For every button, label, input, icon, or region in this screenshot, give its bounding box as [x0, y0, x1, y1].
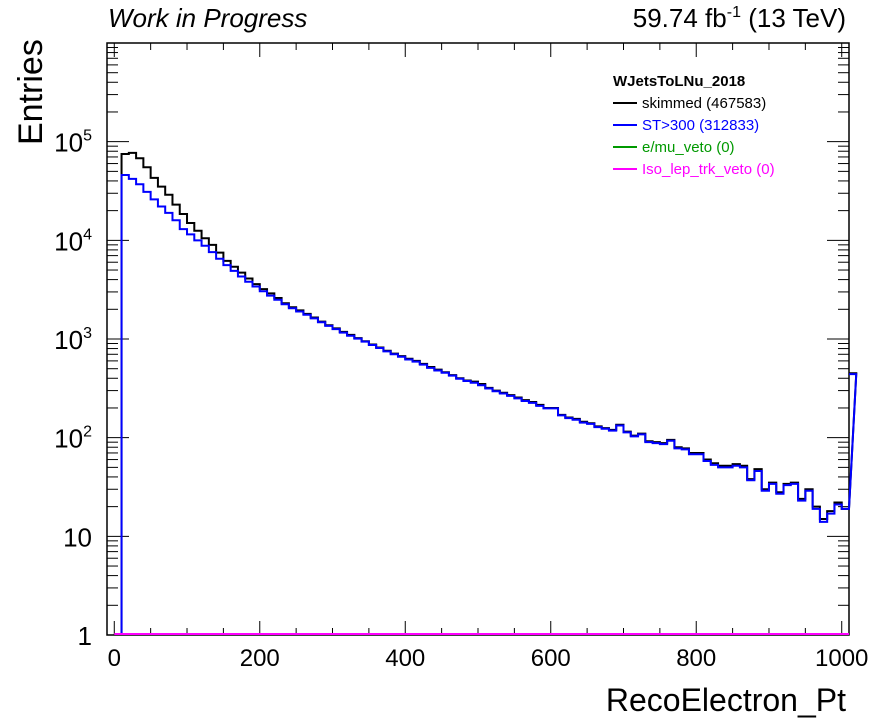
y-tick-base: 10	[54, 128, 83, 158]
x-tick-label: 1000	[815, 645, 868, 672]
y-tick-label: 105	[54, 128, 92, 158]
y-tick-base: 1	[78, 621, 92, 651]
x-tick-label: 800	[676, 645, 716, 672]
y-tick-label: 10	[63, 522, 92, 552]
luminosity-label: 59.74 fb-1 (13 TeV)	[633, 3, 846, 33]
x-tick-label: 600	[531, 645, 571, 672]
work-in-progress-label: Work in Progress	[108, 3, 307, 33]
y-tick-label: 103	[54, 325, 92, 355]
legend: WJetsToLNu_2018 skimmed (467583) ST>300 (…	[613, 73, 775, 178]
legend-entry: ST>300 (312833)	[642, 117, 759, 134]
series-line-st-300-312833-	[120, 173, 858, 635]
y-tick-base: 10	[63, 522, 92, 552]
x-axis-label: RecoElectron_Pt	[606, 682, 846, 718]
y-tick-exponent: 3	[83, 325, 92, 342]
y-tick-base: 10	[54, 325, 83, 355]
histogram-series	[114, 151, 858, 635]
energy-label: (13 TeV)	[741, 3, 846, 33]
legend-entry: Iso_lep_trk_veto (0)	[642, 161, 775, 178]
y-tick-label: 102	[54, 424, 92, 454]
y-tick-label: 104	[54, 226, 92, 256]
lumi-exponent: -1	[727, 4, 741, 21]
x-tick-label: 0	[108, 645, 121, 672]
series-line-skimmed-467583-	[120, 151, 858, 635]
y-axis-label: Entries	[12, 39, 50, 145]
y-tick-exponent: 4	[83, 226, 92, 243]
y-tick-base: 10	[54, 226, 83, 256]
y-tick-base: 10	[54, 424, 83, 454]
legend-title: WJetsToLNu_2018	[613, 73, 745, 90]
y-tick-exponent: 5	[83, 128, 92, 145]
legend-entry: skimmed (467583)	[642, 95, 766, 112]
y-tick-label: 1	[78, 621, 92, 651]
y-tick-exponent: 2	[83, 424, 92, 441]
x-tick-label: 200	[240, 645, 280, 672]
legend-entry: e/mu_veto (0)	[642, 139, 735, 156]
lumi-value: 59.74 fb	[633, 3, 727, 33]
x-tick-label: 400	[385, 645, 425, 672]
